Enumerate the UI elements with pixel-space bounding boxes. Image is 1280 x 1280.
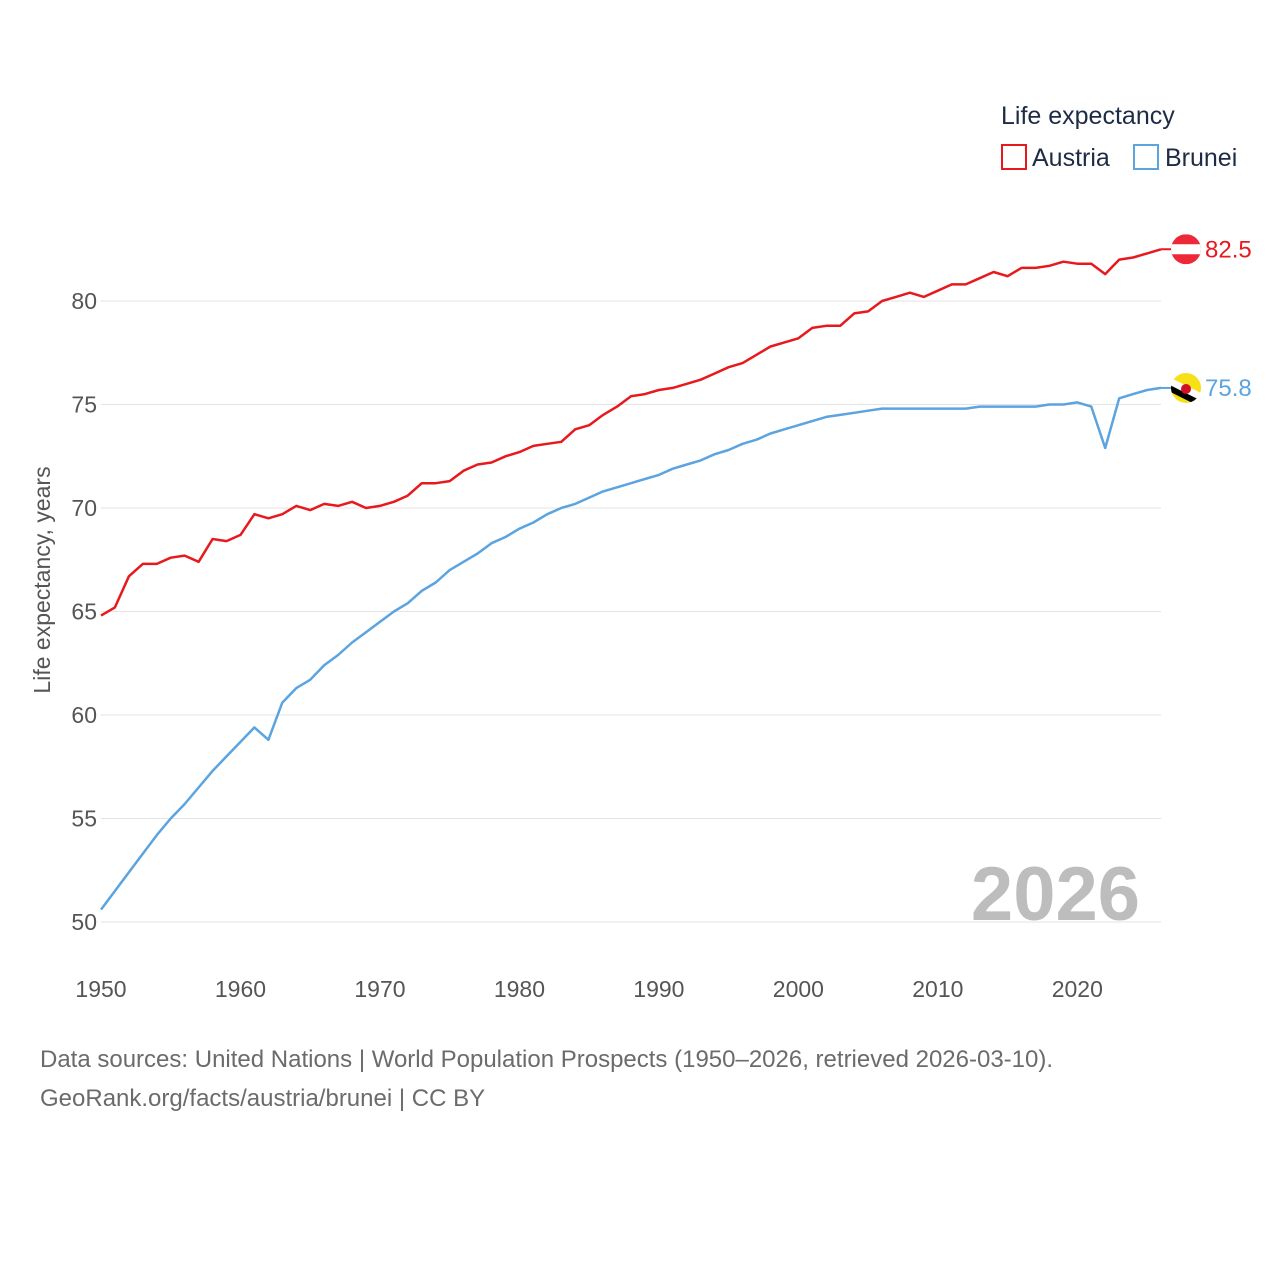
x-tick-label: 2010 [912,976,963,1002]
y-tick-label: 60 [71,702,97,728]
y-axis-ticks: 50 55 60 65 70 75 80 [71,288,97,935]
x-tick-label: 2000 [773,976,824,1002]
legend-item-brunei[interactable]: Brunei [1133,144,1237,172]
y-tick-label: 65 [71,599,97,625]
series-lines [99,248,1162,911]
x-tick-label: 1990 [633,976,684,1002]
y-tick-label: 55 [71,806,97,832]
x-tick-label: 1970 [354,976,405,1002]
y-tick-label: 75 [71,392,97,418]
end-value-label-brunei: 75.8 [1205,375,1252,402]
series-line-austria[interactable] [100,248,1162,617]
footer: Data sources: United Nations | World Pop… [40,1040,1260,1118]
legend-item-austria[interactable]: Austria [1001,144,1110,172]
end-markers: 82.5 75.8 [1161,234,1252,403]
x-tick-label: 1980 [494,976,545,1002]
credit-link[interactable]: GeoRank.org/facts/austria/brunei | CC BY [40,1085,486,1112]
x-tick-label: 1950 [75,976,126,1002]
end-value-label-austria: 82.5 [1205,236,1252,263]
austria-flag-icon [1171,234,1201,265]
line-chart: 50 55 60 65 70 75 80 1950 1960 1970 1980 1990 2000 2… [29,102,1252,1002]
y-axis-title: Life expectancy, years [29,466,55,693]
brunei-flag-icon [1171,372,1201,403]
series-line-brunei[interactable] [99,386,1162,911]
year-watermark: 2026 [971,852,1140,937]
x-axis-ticks: 1950 1960 1970 1980 1990 2000 2010 2020 [75,976,1102,1002]
legend-label-austria: Austria [1032,144,1110,172]
gridlines [101,300,1161,923]
x-tick-label: 2020 [1052,976,1103,1002]
data-sources-note: Data sources: United Nations | World Pop… [40,1046,1054,1073]
y-tick-label: 50 [71,909,97,935]
legend: Life expectancy Austria Brunei [1001,102,1237,172]
legend-label-brunei: Brunei [1165,144,1237,172]
y-tick-label: 70 [71,495,97,521]
x-tick-label: 1960 [215,976,266,1002]
legend-swatch-brunei [1133,144,1159,170]
y-tick-label: 80 [71,288,97,314]
legend-swatch-austria [1001,144,1027,170]
legend-title: Life expectancy [1001,102,1175,130]
